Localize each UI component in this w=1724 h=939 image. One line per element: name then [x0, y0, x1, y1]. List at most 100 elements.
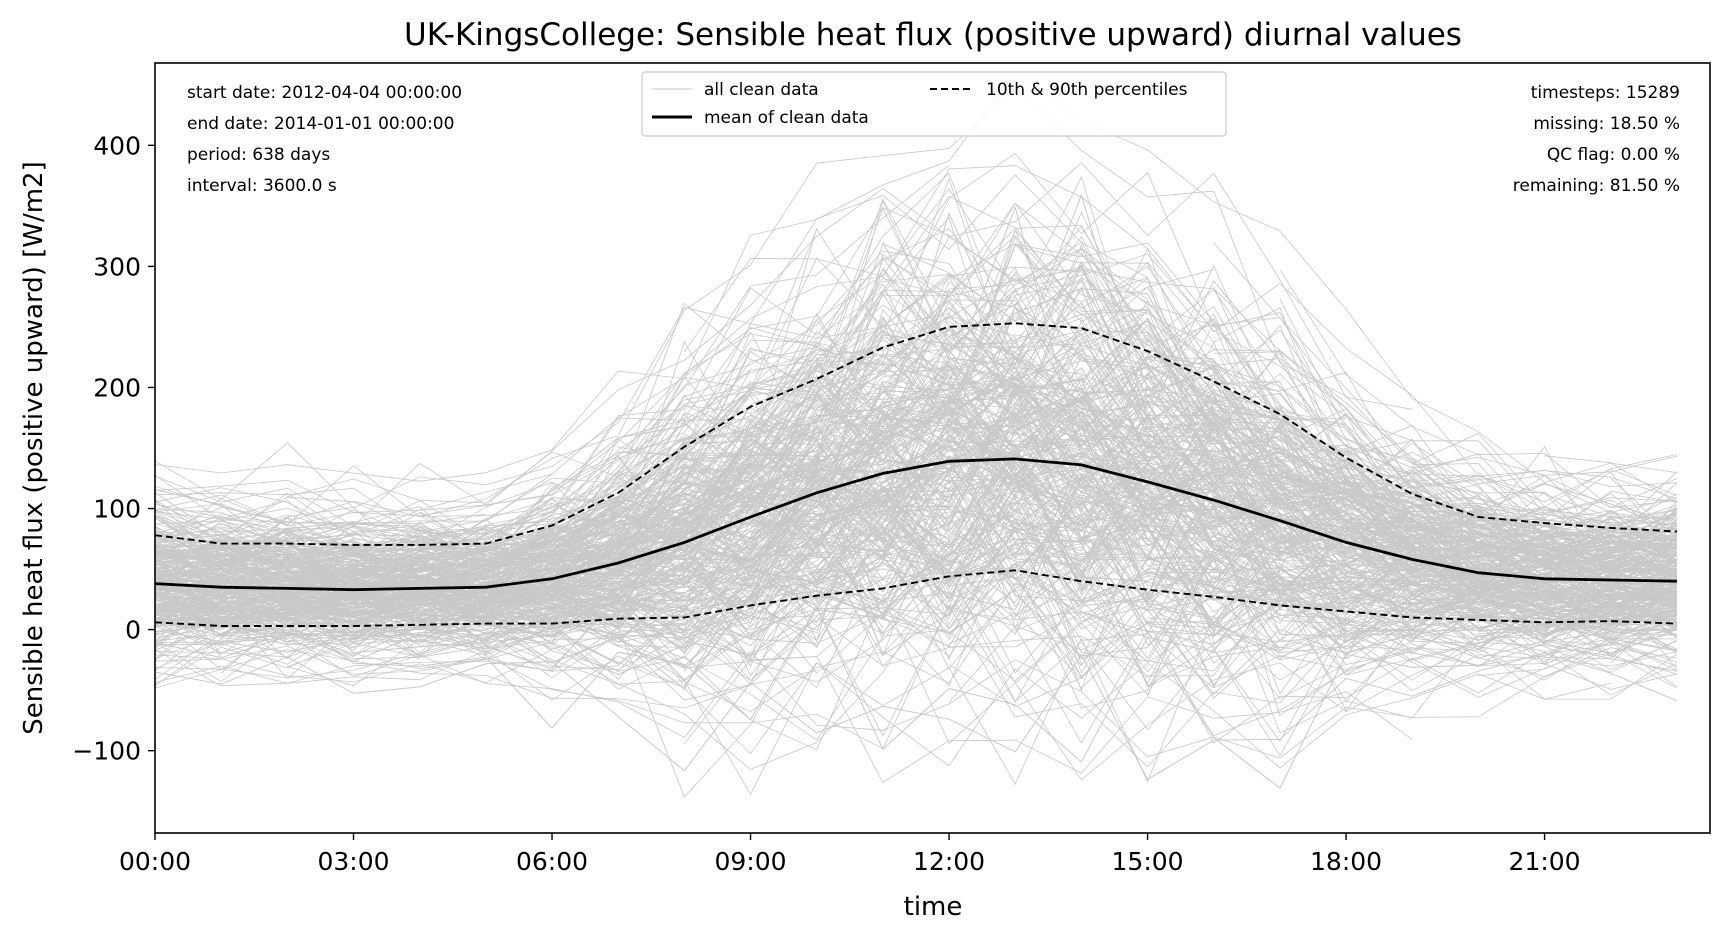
- clean-data-line: [155, 172, 1677, 523]
- info-start-date: start date: 2012-04-04 00:00:00: [187, 83, 462, 103]
- legend-label-all-clean-data: all clean data: [704, 80, 819, 100]
- clean-data-line: [155, 165, 1678, 536]
- clean-data-line: [155, 462, 1677, 634]
- clean-data-line: [287, 378, 1677, 597]
- clean-data-line: [155, 462, 1677, 638]
- legend: all clean data 10th & 90th percentiles m…: [641, 71, 1227, 137]
- info-interval: interval: 3600.0 s: [187, 176, 337, 196]
- clean-data-line: [155, 326, 1677, 595]
- x-tick-label: 09:00: [715, 847, 787, 876]
- clean-data-line: [287, 367, 1678, 598]
- y-axis-ticks: −100 0 100 200 300 400: [72, 131, 155, 766]
- clean-data-line: [155, 202, 1678, 556]
- clean-data-line: [155, 273, 1678, 576]
- x-tick-label: 18:00: [1310, 847, 1382, 876]
- y-tick-label: 100: [93, 495, 141, 524]
- clean-data-line: [155, 277, 1677, 573]
- clean-data-line: [155, 224, 1678, 557]
- clean-data-line: [155, 229, 1678, 591]
- clean-data-line: [155, 443, 1678, 606]
- clean-data-line: [155, 390, 1611, 625]
- clean-data-line: [155, 552, 1678, 703]
- info-period: period: 638 days: [187, 145, 330, 165]
- info-qc-flag: QC flag: 0.00 %: [1547, 145, 1680, 165]
- clean-data-line: [155, 206, 1677, 601]
- info-timesteps: timesteps: 15289: [1531, 83, 1680, 103]
- p90-line: [155, 322, 1677, 546]
- clean-data-line: [155, 257, 1677, 599]
- clean-data-line: [287, 604, 1678, 768]
- all-clean-data-lines: [155, 72, 1678, 798]
- clean-data-line: [155, 373, 1678, 612]
- clean-data-line: [155, 413, 1677, 613]
- x-axis-ticks: 00:00 03:00 06:00 09:00 12:00 15:00 18:00 21:00: [119, 833, 1581, 876]
- info-box-right: timesteps: 15289 missing: 18.50 % QC fla…: [1513, 83, 1680, 196]
- chart-title: UK-KingsCollege: Sensible heat flux (pos…: [404, 17, 1462, 53]
- series-lines: [155, 322, 1677, 627]
- legend-label-percentiles: 10th & 90th percentiles: [986, 80, 1188, 100]
- clean-data-line: [155, 649, 1611, 769]
- info-end-date: end date: 2014-01-01 00:00:00: [187, 114, 454, 134]
- p10-line: [155, 569, 1677, 627]
- clean-data-line: [155, 266, 1678, 558]
- clean-data-line: [155, 455, 1678, 630]
- clean-data-line: [155, 634, 1678, 759]
- clean-data-line: [155, 652, 1678, 780]
- clean-data-line: [155, 296, 1678, 593]
- clean-data-line: [155, 317, 1678, 603]
- clean-data-line: [287, 152, 1677, 504]
- clean-data-line: [155, 414, 1677, 611]
- info-missing: missing: 18.50 %: [1533, 114, 1680, 134]
- clean-data-line: [155, 509, 1678, 655]
- clean-data-line: [155, 588, 1678, 708]
- y-tick-label: 300: [93, 252, 141, 281]
- x-tick-label: 06:00: [516, 847, 588, 876]
- clean-data-line: [155, 437, 1677, 614]
- clean-data-line: [155, 288, 1611, 568]
- info-remaining: remaining: 81.50 %: [1513, 176, 1680, 196]
- clean-data-line: [155, 456, 1678, 624]
- clean-data-line: [155, 72, 1677, 483]
- clean-data-line: [220, 605, 1677, 789]
- clean-data-line: [155, 391, 1678, 629]
- x-tick-label: 03:00: [317, 847, 389, 876]
- x-tick-label: 15:00: [1112, 847, 1184, 876]
- legend-box: [641, 71, 1227, 137]
- clean-data-line: [155, 549, 1678, 690]
- clean-data-line: [155, 569, 1677, 770]
- y-tick-label: 400: [93, 131, 141, 160]
- clean-data-line: [155, 86, 1677, 526]
- clean-data-line: [155, 571, 1677, 672]
- y-tick-label: −100: [72, 737, 141, 766]
- x-tick-label: 21:00: [1509, 847, 1581, 876]
- clean-data-line: [155, 471, 1678, 656]
- y-tick-label: 0: [125, 616, 141, 645]
- clean-data-line: [155, 197, 1678, 533]
- clean-data-line: [155, 410, 1677, 643]
- clean-data-line: [155, 459, 1678, 695]
- clean-data-line: [155, 326, 1678, 598]
- clean-data-line: [155, 248, 1677, 548]
- clean-data-line: [155, 236, 1678, 547]
- x-axis-label: time: [904, 892, 963, 922]
- clean-data-line: [155, 457, 1677, 652]
- legend-label-mean: mean of clean data: [704, 108, 869, 128]
- clean-data-line: [155, 467, 1677, 616]
- mean-line: [155, 457, 1677, 592]
- y-axis-label: Sensible heat flux (positive upward) [W/…: [19, 161, 49, 734]
- y-tick-label: 200: [93, 373, 141, 402]
- info-box-left: start date: 2012-04-04 00:00:00 end date…: [187, 83, 462, 196]
- clean-data-line: [155, 606, 1678, 798]
- clean-data-line: [155, 584, 1678, 682]
- x-tick-label: 12:00: [913, 847, 985, 876]
- clean-data-line: [155, 477, 1677, 669]
- clean-data-line: [155, 486, 1677, 657]
- clean-data-line: [155, 268, 1678, 556]
- clean-data-line: [221, 422, 1677, 641]
- clean-data-line: [155, 595, 1678, 781]
- x-tick-label: 00:00: [119, 847, 191, 876]
- clean-data-line: [221, 382, 1678, 603]
- clean-data-line: [155, 174, 1678, 509]
- clean-data-line: [155, 193, 1677, 572]
